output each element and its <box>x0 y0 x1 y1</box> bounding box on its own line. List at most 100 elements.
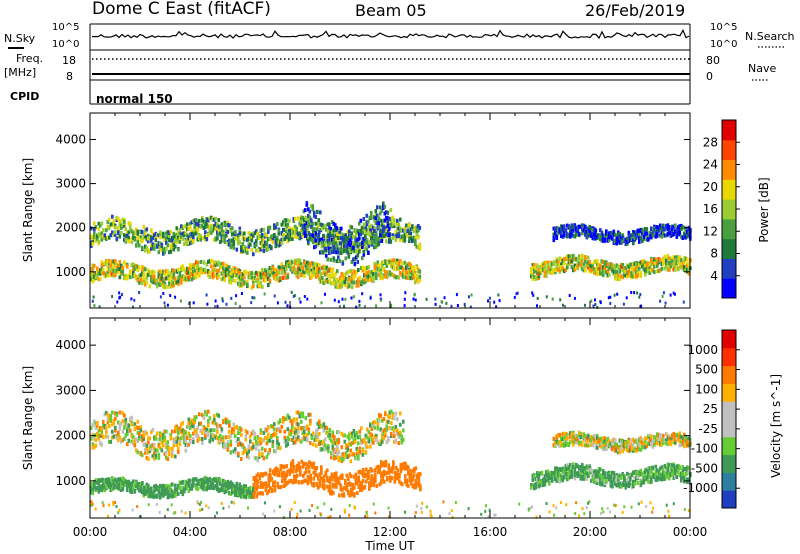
echo-cell <box>530 270 533 275</box>
echo-cell <box>225 481 228 486</box>
echo-cell <box>370 210 373 215</box>
echo-cell <box>172 443 176 448</box>
echo-cell <box>414 485 418 490</box>
echo-cell <box>319 441 323 446</box>
echo-cell <box>674 223 677 228</box>
echo-cell <box>136 264 140 269</box>
echo-cell <box>216 484 219 489</box>
echo-cell <box>244 429 248 433</box>
echo-cell <box>145 237 149 242</box>
echo-cell <box>311 463 314 468</box>
echo-cell <box>102 486 105 490</box>
echo-cell <box>331 237 334 242</box>
echo-cell <box>154 279 158 284</box>
echo-cell <box>99 487 102 492</box>
echo-cell <box>234 434 237 439</box>
echo-cell <box>214 478 218 483</box>
echo-cell <box>295 258 299 263</box>
echo-cell <box>162 489 165 494</box>
echo-cell <box>274 431 278 436</box>
echo-cell <box>570 233 574 238</box>
echo-cell <box>153 435 156 440</box>
echo-cell <box>641 264 644 269</box>
echo-cell <box>650 262 653 267</box>
echo-cell <box>193 263 197 267</box>
echo-cell <box>198 236 201 241</box>
echo-cell <box>204 220 207 225</box>
echo-cell <box>260 482 263 487</box>
echo-cell <box>307 207 310 212</box>
echo-cell <box>331 250 334 255</box>
echo-cell <box>276 222 279 227</box>
echo-cell <box>324 267 327 271</box>
echo-cell <box>605 260 608 265</box>
echo-cell <box>217 413 221 418</box>
echo-cell <box>291 437 294 442</box>
echo-cell <box>323 223 327 228</box>
echo-cell <box>313 438 317 442</box>
echo-cell <box>588 224 592 229</box>
echo-cell <box>627 270 631 275</box>
echo-cell <box>555 263 559 267</box>
echo-cell <box>172 235 176 240</box>
echo-cell <box>651 261 655 266</box>
echo-cell <box>118 267 122 272</box>
echo-cell <box>252 429 255 434</box>
echo-cell <box>172 440 176 445</box>
echo-cell <box>664 301 667 305</box>
echo-cell <box>356 491 359 495</box>
echo-cell <box>279 240 282 245</box>
echo-cell <box>373 245 376 250</box>
echo-cell <box>636 264 640 269</box>
echo-cell <box>408 236 411 241</box>
echo-cell <box>169 432 173 437</box>
echo-cell <box>180 277 183 282</box>
colorbar-segment <box>722 159 736 180</box>
echo-cell <box>211 268 215 273</box>
echo-cell <box>105 479 108 484</box>
echo-cell <box>387 261 390 266</box>
echo-cell <box>560 262 563 267</box>
echo-cell <box>370 223 374 228</box>
echo-cell <box>383 463 386 468</box>
echo-cell <box>160 487 164 492</box>
nsky-trace <box>91 28 690 40</box>
echo-cell <box>560 224 563 229</box>
echo-cell <box>117 228 120 233</box>
echo-cell <box>283 271 287 276</box>
echo-cell <box>300 411 303 416</box>
echo-cell <box>231 490 234 495</box>
echo-cell <box>175 487 179 492</box>
echo-cell <box>609 264 613 269</box>
nsky-tick-bottom: 10^0 <box>52 39 79 50</box>
echo-cell <box>141 230 144 235</box>
echo-cell <box>392 462 395 467</box>
echo-cell <box>118 422 122 427</box>
echo-cell <box>151 235 155 240</box>
echo-cell <box>234 485 237 490</box>
echo-cell <box>139 238 143 243</box>
echo-cell <box>308 476 311 481</box>
echo-cell <box>237 233 240 238</box>
echo-cell <box>307 241 310 246</box>
echo-cell <box>174 487 177 492</box>
echo-cell <box>193 231 197 236</box>
echo-cell <box>91 487 95 492</box>
echo-cell <box>654 234 658 239</box>
echo-cell <box>183 439 186 444</box>
echo-cell <box>180 232 183 237</box>
echo-cell <box>389 475 392 480</box>
echo-cell <box>142 493 146 498</box>
echo-cell <box>241 236 245 241</box>
echo-cell <box>144 244 147 249</box>
echo-cell <box>172 247 176 252</box>
echo-cell <box>232 231 236 236</box>
echo-cell <box>160 273 164 278</box>
echo-cell <box>96 234 99 239</box>
echo-cell <box>663 266 667 271</box>
echo-cell <box>282 470 286 475</box>
echo-cell <box>250 238 254 243</box>
echo-cell <box>147 456 150 461</box>
echo-cell <box>123 260 126 265</box>
echo-cell <box>352 280 356 285</box>
